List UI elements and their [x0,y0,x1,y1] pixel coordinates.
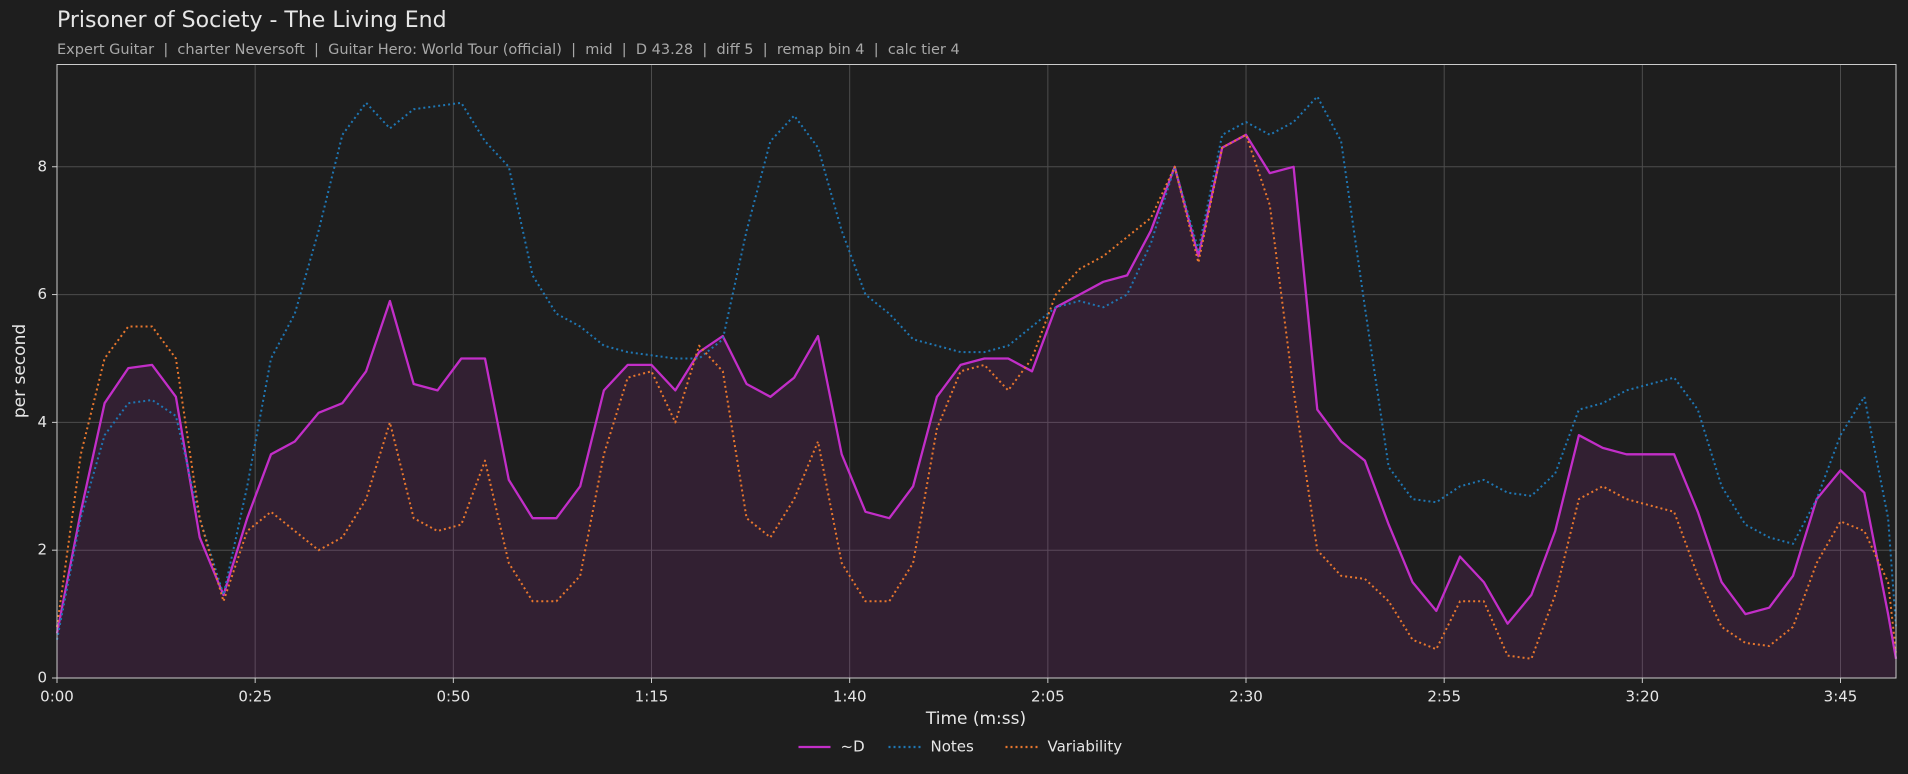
y-tick-label: 6 [37,285,47,303]
x-tick-label: 0:50 [436,688,470,706]
x-tick-label: 0:00 [40,688,74,706]
x-axis-label: Time (m:ss) [925,709,1026,729]
y-axis-label: per second [10,324,30,418]
y-tick-label: 0 [37,669,47,687]
x-tick-label: 0:25 [238,688,272,706]
x-tick-label: 2:05 [1031,688,1065,706]
y-tick-label: 2 [37,541,47,559]
chart-title: Prisoner of Society - The Living End [57,8,447,33]
legend-label: Variability [1048,738,1123,756]
y-tick-label: 4 [37,413,47,431]
x-tick-label: 2:55 [1427,688,1461,706]
legend-label: ~D [841,738,865,756]
plot-frame [56,64,1897,679]
area [57,134,1896,679]
x-tick-label: 1:15 [635,688,669,706]
x-tick-label: 2:30 [1229,688,1263,706]
x-tick-label: 3:45 [1824,688,1858,706]
line [56,95,1897,640]
x-tick-label: 3:20 [1626,688,1660,706]
y-tick-label: 8 [37,157,47,175]
legend-label: Notes [931,738,975,756]
x-tick-label: 1:40 [833,688,867,706]
line [55,133,1898,660]
chart-subtitle: Expert Guitar | charter Neversoft | Guit… [57,42,960,58]
